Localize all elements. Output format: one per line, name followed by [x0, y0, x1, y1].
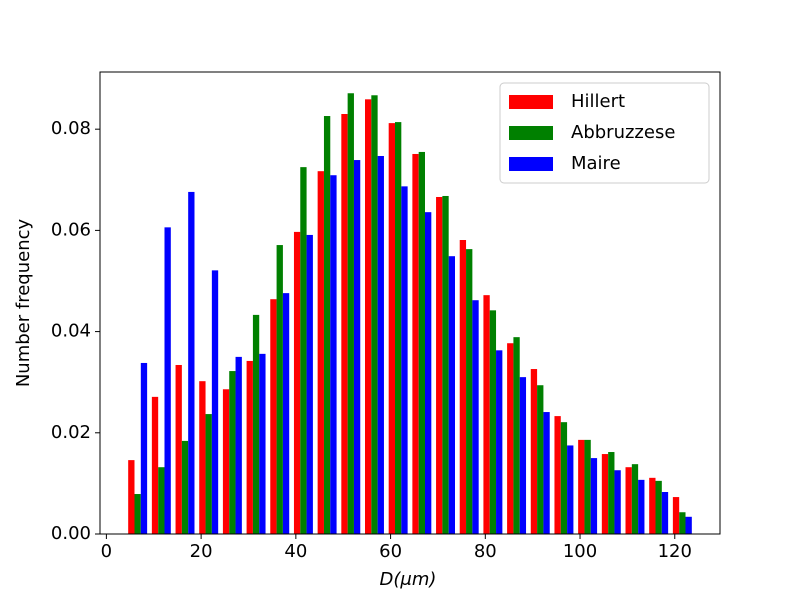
- bar: [164, 227, 171, 534]
- bar: [530, 369, 538, 534]
- bar: [128, 460, 135, 534]
- bar: [631, 464, 639, 534]
- bar: [199, 381, 206, 534]
- legend-label: Maire: [571, 153, 621, 174]
- bar: [543, 412, 550, 534]
- x-tick-label: 100: [563, 541, 597, 562]
- bar: [638, 479, 645, 534]
- bar: [158, 467, 165, 534]
- bar: [519, 377, 527, 534]
- bar: [679, 512, 686, 534]
- y-tick-label: 0.02: [51, 422, 91, 443]
- bar: [229, 371, 236, 534]
- bar: [466, 249, 473, 534]
- bar: [608, 452, 615, 534]
- bar: [614, 470, 621, 534]
- bar: [371, 95, 378, 535]
- bar: [388, 123, 396, 535]
- bar: [401, 186, 408, 534]
- bar: [259, 353, 266, 534]
- bar: [560, 422, 568, 534]
- legend-label: Hillert: [571, 91, 625, 112]
- bar: [448, 256, 455, 534]
- y-axis-label: Number frequency: [13, 218, 34, 387]
- bar: [472, 300, 479, 534]
- bar: [151, 396, 159, 534]
- bar: [590, 458, 598, 534]
- bar: [584, 439, 591, 534]
- bar: [377, 156, 384, 534]
- bar: [395, 122, 402, 535]
- bar: [300, 167, 307, 535]
- bar: [205, 414, 212, 534]
- bar: [459, 240, 467, 534]
- bar: [625, 467, 632, 534]
- bar: [489, 310, 497, 534]
- x-tick-label: 120: [658, 541, 692, 562]
- bar: [317, 171, 324, 534]
- x-tick-label: 60: [379, 541, 402, 562]
- bar: [252, 314, 260, 534]
- bar: [601, 454, 609, 534]
- bar: [365, 99, 372, 534]
- y-tick-label: 0.06: [51, 219, 91, 240]
- bar: [222, 389, 230, 534]
- bar: [188, 191, 195, 534]
- bar: [175, 364, 182, 534]
- bar: [282, 293, 290, 534]
- bar: [246, 360, 253, 534]
- bar: [134, 494, 141, 534]
- bar: [235, 356, 242, 534]
- x-axis-label: D(μm): [380, 569, 437, 590]
- x-tick-label: 20: [190, 541, 213, 562]
- y-tick-label: 0.08: [51, 118, 91, 139]
- x-tick-label: 0: [101, 541, 112, 562]
- bar: [412, 153, 419, 535]
- bar: [341, 114, 348, 534]
- legend-swatch: [509, 126, 553, 140]
- bar: [567, 445, 574, 534]
- bar: [483, 295, 490, 534]
- bar: [330, 175, 337, 534]
- bar: [181, 440, 189, 534]
- bar: [140, 362, 148, 534]
- plot-frame: [99, 71, 721, 535]
- bar: [496, 350, 503, 534]
- bar: [323, 116, 331, 534]
- bar: [513, 337, 520, 534]
- bar: [270, 299, 277, 534]
- x-tick-label: 80: [474, 541, 497, 562]
- bar: [418, 151, 425, 534]
- y-tick-label: 0.04: [51, 321, 91, 342]
- bar: [649, 477, 656, 534]
- bar: [655, 480, 662, 534]
- legend-label: Abbruzzese: [571, 122, 675, 143]
- y-tick-label: 0.00: [51, 523, 91, 544]
- bar: [507, 343, 514, 534]
- bar: [424, 212, 432, 534]
- bar: [554, 416, 561, 534]
- bar: [306, 234, 313, 534]
- bar: [436, 196, 443, 534]
- bar: [537, 385, 544, 534]
- legend-swatch: [509, 95, 553, 109]
- bar: [276, 245, 283, 534]
- bar: [211, 270, 219, 534]
- legend-swatch: [509, 157, 553, 171]
- bar: [353, 160, 361, 534]
- bar: [347, 93, 354, 534]
- x-tick-label: 40: [284, 541, 307, 562]
- bar: [442, 195, 449, 535]
- bar: [672, 497, 680, 534]
- bar: [661, 492, 669, 534]
- bar: [578, 439, 585, 534]
- bar: [293, 231, 301, 534]
- bar: [685, 516, 692, 534]
